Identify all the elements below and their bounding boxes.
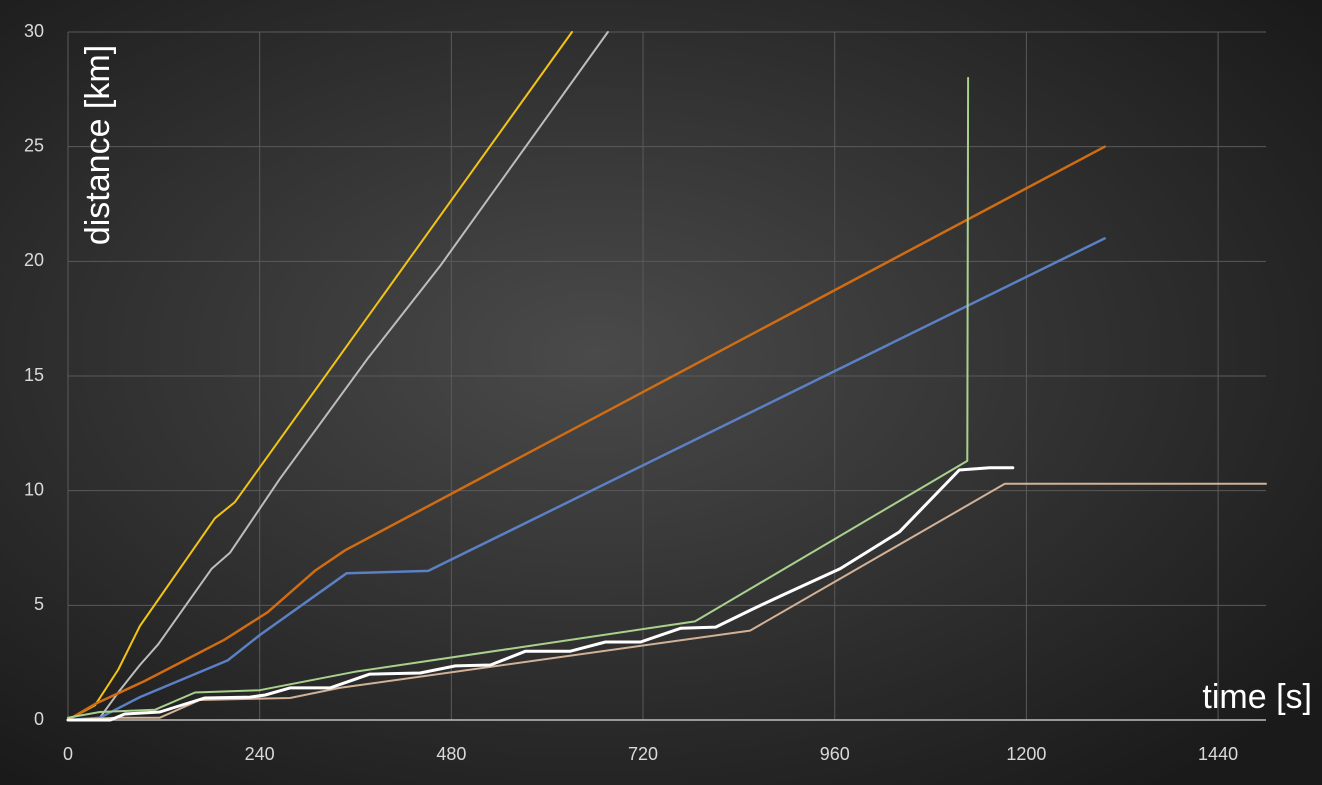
y-axis-title: distance [km] <box>79 45 117 245</box>
y-tick-label: 20 <box>24 250 44 270</box>
x-tick-label: 960 <box>820 744 850 764</box>
y-tick-label: 10 <box>24 479 44 499</box>
x-tick-label: 0 <box>63 744 73 764</box>
x-tick-label: 480 <box>436 744 466 764</box>
y-tick-label: 30 <box>24 21 44 41</box>
series-line <box>67 482 1267 721</box>
x-tick-label: 240 <box>245 744 275 764</box>
y-tick-label: 15 <box>24 365 44 385</box>
series-line <box>66 237 1106 722</box>
series-line <box>67 31 609 721</box>
x-tick-label: 1440 <box>1198 744 1238 764</box>
y-tick-label: 25 <box>24 135 44 155</box>
y-tick-label: 5 <box>34 594 44 614</box>
x-tick-label: 720 <box>628 744 658 764</box>
series-line <box>66 145 1106 722</box>
series-line <box>67 76 970 719</box>
y-tick-label: 0 <box>34 709 44 729</box>
grid <box>67 31 1266 721</box>
series-line <box>66 466 1015 722</box>
x-axis-title: time [s] <box>1202 678 1312 716</box>
x-tick-label: 1200 <box>1006 744 1046 764</box>
plot-area <box>66 31 1267 722</box>
